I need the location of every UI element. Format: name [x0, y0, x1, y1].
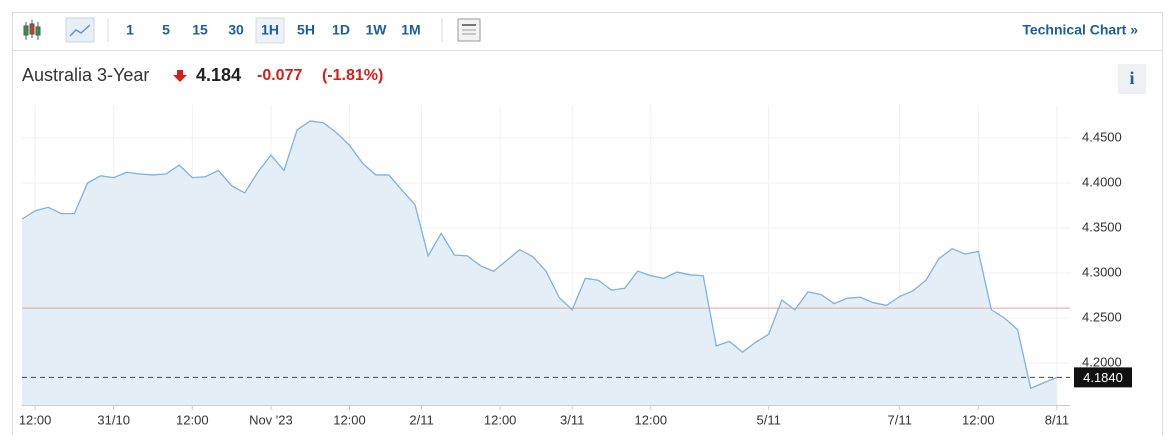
info-label: i — [1129, 68, 1134, 88]
last-price-label: 4.1840 — [1083, 370, 1123, 385]
x-tick-label: Nov '23 — [249, 412, 293, 427]
y-tick-label: 4.2500 — [1082, 309, 1122, 324]
y-tick-label: 4.2000 — [1082, 354, 1122, 369]
line-icon-glyph — [69, 24, 91, 37]
interval-button[interactable]: 1H — [261, 22, 279, 38]
interval-button[interactable]: 1M — [401, 22, 420, 38]
area — [22, 120, 1057, 405]
line-icon[interactable] — [65, 17, 95, 43]
x-tick-label: 12:00 — [962, 412, 995, 427]
x-tick-label: 12:00 — [484, 412, 517, 427]
x-tick-label: 8/11 — [1045, 412, 1069, 427]
interval-button[interactable]: 5 — [162, 22, 170, 38]
candle — [29, 23, 35, 35]
interval-button[interactable]: 30 — [228, 22, 244, 38]
interval-button[interactable]: 1D — [332, 22, 350, 38]
active-interval-bg — [255, 17, 285, 44]
price: 4.184 — [196, 65, 241, 85]
change: -0.077 — [257, 67, 302, 84]
y-tick-label: 4.4000 — [1082, 174, 1122, 189]
x-tick-label: 5/11 — [757, 412, 781, 427]
interval-button[interactable]: 1W — [366, 22, 388, 38]
x-tick-label: 12:00 — [333, 412, 366, 427]
candle-icon[interactable] — [23, 20, 41, 40]
price-line — [21, 120, 1058, 390]
interval-button[interactable]: 5H — [297, 22, 315, 38]
info-button[interactable] — [1118, 64, 1146, 94]
last-price-box — [1074, 367, 1132, 388]
x-tick-label: 3/11 — [560, 412, 584, 427]
x-tick-label: 7/11 — [888, 412, 912, 427]
y-tick-label: 4.3500 — [1082, 219, 1122, 234]
x-tick-label: 31/10 — [97, 412, 130, 427]
interval-bar: 1 5 15 30 1H 5H 1D 1W 1M — [126, 17, 421, 44]
x-tick-label: 12:00 — [176, 412, 209, 427]
chart-title: Australia 3-Year — [22, 65, 149, 85]
candle — [35, 26, 41, 36]
x-tick-label: 12:00 — [635, 412, 668, 427]
interval-button[interactable]: 1 — [126, 22, 134, 38]
down-arrow — [173, 70, 187, 82]
technical-chart-link[interactable]: Technical Chart » — [1022, 22, 1138, 38]
interval-button[interactable]: 15 — [192, 22, 208, 38]
candle — [23, 25, 29, 36]
change-percent: (-1.81%) — [322, 67, 383, 84]
x-tick-label: 2/11 — [409, 412, 433, 427]
y-tick-label: 4.3000 — [1082, 264, 1122, 279]
x-tick-label: 12:00 — [19, 412, 52, 427]
y-tick-label: 4.4500 — [1082, 129, 1122, 144]
